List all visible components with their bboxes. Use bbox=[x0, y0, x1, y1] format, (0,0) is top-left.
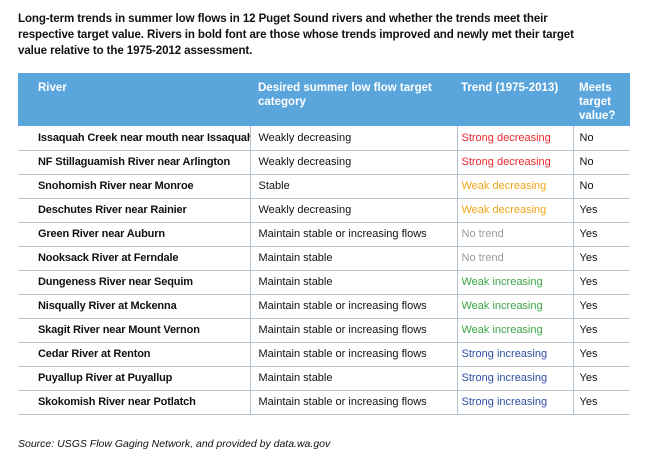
river-name-cell: Puyallup River at Puyallup bbox=[18, 366, 250, 391]
trend-cell: No trend bbox=[456, 246, 573, 271]
table-row: Cedar River at Renton Maintain stable or … bbox=[18, 342, 630, 367]
table-row: Skokomish River near Potlatch Maintain st… bbox=[18, 390, 630, 415]
river-name-cell: Cedar River at Renton bbox=[18, 342, 250, 367]
column-header-target: Desired summer low flow target category bbox=[258, 82, 432, 108]
table-title: Long-term trends in summer low flows in … bbox=[18, 11, 574, 57]
trend-cell: Weak decreasing bbox=[456, 198, 573, 223]
trend-cell: Weak increasing bbox=[456, 318, 573, 343]
river-name-cell: Nisqually River at Mckenna bbox=[18, 294, 250, 319]
target-category-cell: Weakly decreasing bbox=[249, 198, 457, 223]
column-header-meets: Meets target value? bbox=[579, 82, 616, 122]
source-note: Source: USGS Flow Gaging Network, and pr… bbox=[18, 438, 331, 450]
trend-cell: Weak increasing bbox=[456, 294, 573, 319]
target-category-cell: Stable bbox=[249, 174, 457, 199]
river-name-cell: NF Stillaguamish River near Arlington bbox=[18, 150, 250, 175]
meets-target-cell: Yes bbox=[572, 342, 630, 367]
river-name-cell: Nooksack River at Ferndale bbox=[18, 246, 250, 271]
meets-target-cell: Yes bbox=[572, 294, 630, 319]
column-header-river: River bbox=[38, 82, 67, 94]
table-row: Deschutes River near Rainier Weakly decre… bbox=[18, 198, 630, 223]
target-category-cell: Maintain stable or increasing flows bbox=[249, 294, 457, 319]
target-category-cell: Maintain stable bbox=[249, 366, 457, 391]
table-row: Snohomish River near Monroe Stable Weak de… bbox=[18, 174, 630, 199]
meets-target-cell: Yes bbox=[572, 390, 630, 415]
table-row: Green River near Auburn Maintain stable o… bbox=[18, 222, 630, 247]
table-row: Nisqually River at Mckenna Maintain stabl… bbox=[18, 294, 630, 319]
meets-target-cell: No bbox=[572, 126, 630, 151]
target-category-cell: Weakly decreasing bbox=[249, 126, 457, 151]
column-header-trend: Trend (1975-2013) bbox=[461, 82, 559, 94]
meets-target-cell: Yes bbox=[572, 366, 630, 391]
trend-cell: Strong decreasing bbox=[456, 150, 573, 175]
trend-cell: Weak increasing bbox=[456, 270, 573, 295]
river-name-cell: Skagit River near Mount Vernon bbox=[18, 318, 250, 343]
table-row: Nooksack River at Ferndale Maintain stabl… bbox=[18, 246, 630, 271]
table-row: Issaquah Creek near mouth near Issaquah W… bbox=[18, 126, 630, 151]
trend-cell: Strong increasing bbox=[456, 366, 573, 391]
river-name-cell: Issaquah Creek near mouth near Issaquah bbox=[18, 126, 250, 151]
trends-table: River Desired summer low flow target cat… bbox=[18, 73, 630, 415]
meets-target-cell: No bbox=[572, 150, 630, 175]
river-name-cell: Deschutes River near Rainier bbox=[18, 198, 250, 223]
table-row: NF Stillaguamish River near Arlington Wea… bbox=[18, 150, 630, 175]
trend-cell: Weak decreasing bbox=[456, 174, 573, 199]
meets-target-cell: Yes bbox=[572, 222, 630, 247]
table-row: Skagit River near Mount Vernon Maintain s… bbox=[18, 318, 630, 343]
river-name-cell: Green River near Auburn bbox=[18, 222, 250, 247]
trends-table-container: River Desired summer low flow target cat… bbox=[18, 73, 630, 415]
meets-target-cell: Yes bbox=[572, 318, 630, 343]
target-category-cell: Maintain stable or increasing flows bbox=[249, 318, 457, 343]
meets-target-cell: No bbox=[572, 174, 630, 199]
target-category-cell: Maintain stable bbox=[249, 246, 457, 271]
target-category-cell: Maintain stable or increasing flows bbox=[249, 222, 457, 247]
target-category-cell: Maintain stable or increasing flows bbox=[249, 390, 457, 415]
trend-cell: Strong increasing bbox=[456, 390, 573, 415]
target-category-cell: Maintain stable bbox=[249, 270, 457, 295]
river-name-cell: Skokomish River near Potlatch bbox=[18, 390, 250, 415]
header-row: River Desired summer low flow target cat… bbox=[18, 73, 630, 126]
target-category-cell: Weakly decreasing bbox=[249, 150, 457, 175]
meets-target-cell: Yes bbox=[572, 246, 630, 271]
meets-target-cell: Yes bbox=[572, 198, 630, 223]
trend-cell: Strong decreasing bbox=[456, 126, 573, 151]
table-header: River Desired summer low flow target cat… bbox=[18, 73, 630, 126]
river-name-cell: Snohomish River near Monroe bbox=[18, 174, 250, 199]
river-name-cell: Dungeness River near Sequim bbox=[18, 270, 250, 295]
table-row: Puyallup River at Puyallup Maintain stabl… bbox=[18, 366, 630, 391]
table-body: Issaquah Creek near mouth near Issaquah W… bbox=[18, 126, 630, 415]
target-category-cell: Maintain stable or increasing flows bbox=[249, 342, 457, 367]
trend-cell: No trend bbox=[456, 222, 573, 247]
meets-target-cell: Yes bbox=[572, 270, 630, 295]
trend-cell: Strong increasing bbox=[456, 342, 573, 367]
table-row: Dungeness River near Sequim Maintain stab… bbox=[18, 270, 630, 295]
